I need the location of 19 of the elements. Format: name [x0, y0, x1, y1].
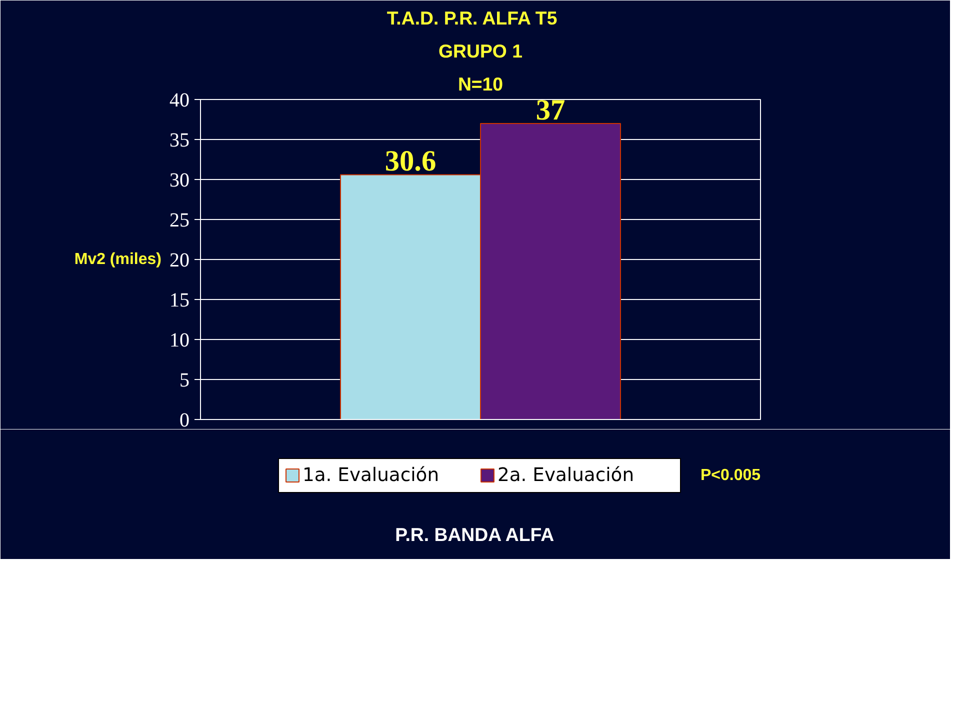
y-tick-label: 0: [180, 410, 190, 432]
chart-title: T.A.D. P.R. ALFA T5: [386, 8, 558, 28]
y-tick-label: 40: [170, 90, 190, 112]
y-tick-label: 10: [170, 330, 190, 352]
data-label: 37: [536, 94, 566, 126]
legend-label: 2a. Evaluación: [498, 465, 634, 486]
y-tick-label: 30: [170, 170, 190, 192]
y-tick-label: 20: [170, 250, 190, 272]
y-tick-label: 5: [180, 370, 190, 392]
y-tick-label: 25: [170, 210, 190, 232]
y-tick-label: 15: [170, 290, 190, 312]
chart-subtitle: GRUPO 1: [438, 40, 522, 62]
legend-label: 1a. Evaluación: [302, 465, 440, 486]
y-tick-label: 35: [170, 130, 190, 152]
text: N=10: [458, 74, 504, 94]
data-label: 30.6: [384, 146, 436, 178]
text: P.R. BANDA ALFA: [395, 524, 554, 545]
text: P<0.005: [700, 467, 761, 484]
y-axis-title: Mv2 (miles): [74, 251, 162, 268]
